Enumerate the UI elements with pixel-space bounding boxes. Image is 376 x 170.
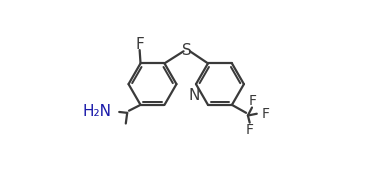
Text: S: S xyxy=(182,43,192,58)
Text: F: F xyxy=(249,94,257,108)
Text: F: F xyxy=(246,123,254,137)
Text: F: F xyxy=(262,107,270,121)
Text: N: N xyxy=(189,88,200,103)
Text: F: F xyxy=(135,37,144,52)
Text: H₂N: H₂N xyxy=(83,104,112,120)
